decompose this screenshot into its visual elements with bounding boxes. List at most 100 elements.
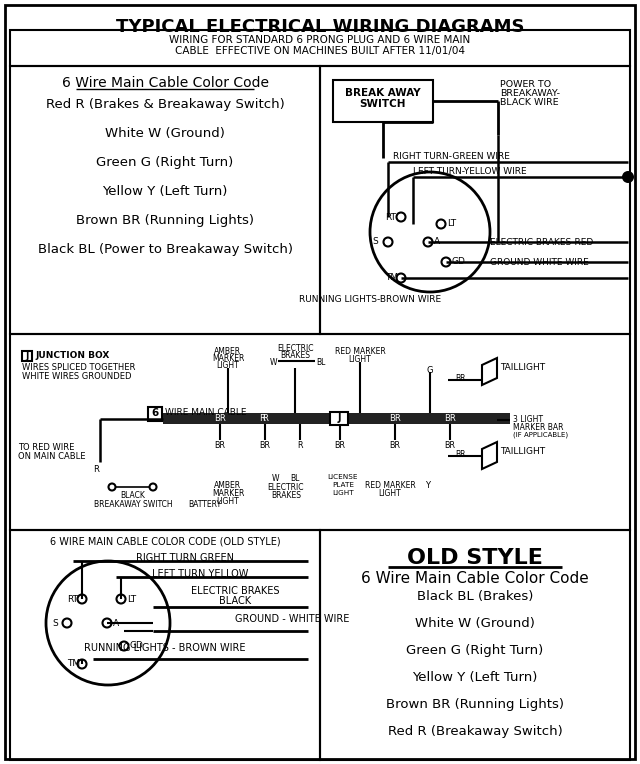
Text: BRAKES: BRAKES — [271, 491, 301, 500]
Text: ON MAIN CABLE: ON MAIN CABLE — [18, 452, 86, 461]
Text: RED MARKER: RED MARKER — [335, 347, 385, 356]
Bar — [148, 407, 162, 421]
Text: BREAKAWAY SWITCH: BREAKAWAY SWITCH — [93, 500, 172, 509]
Text: TAILLIGHT: TAILLIGHT — [500, 447, 545, 456]
Circle shape — [424, 238, 433, 247]
Text: BR: BR — [445, 441, 456, 450]
Text: GROUND - WHITE WIRE: GROUND - WHITE WIRE — [235, 614, 349, 624]
Text: RUNNING LIGHTS-BROWN WIRE: RUNNING LIGHTS-BROWN WIRE — [299, 295, 441, 304]
Text: RT: RT — [385, 212, 396, 222]
Text: Green G (Right Turn): Green G (Right Turn) — [97, 156, 234, 169]
Text: WHITE WIRES GROUNDED: WHITE WIRES GROUNDED — [22, 372, 131, 381]
Text: RIGHT TURN-GREEN WIRE: RIGHT TURN-GREEN WIRE — [393, 152, 510, 161]
Circle shape — [397, 274, 406, 283]
Text: TAILLIGHT: TAILLIGHT — [500, 363, 545, 372]
Circle shape — [63, 619, 72, 627]
Text: 6 WIRE MAIN CABLE COLOR CODE (OLD STYLE): 6 WIRE MAIN CABLE COLOR CODE (OLD STYLE) — [50, 536, 280, 546]
Text: BREAK AWAY: BREAK AWAY — [345, 88, 421, 98]
Text: LIGHT: LIGHT — [379, 489, 401, 498]
Text: ELECTRIC: ELECTRIC — [268, 483, 304, 492]
Text: RT: RT — [67, 594, 78, 604]
Text: W: W — [272, 474, 280, 483]
Text: R: R — [262, 414, 268, 423]
Text: WIRING FOR STANDARD 6 PRONG PLUG AND 6 WIRE MAIN: WIRING FOR STANDARD 6 PRONG PLUG AND 6 W… — [170, 35, 470, 45]
Text: G: G — [427, 366, 433, 375]
Text: R: R — [93, 465, 99, 474]
Text: LT: LT — [127, 594, 136, 604]
Text: LIGHT: LIGHT — [349, 355, 371, 364]
Text: R: R — [259, 414, 265, 423]
Text: BRAKES: BRAKES — [280, 351, 310, 360]
Bar — [10, 334, 630, 530]
Text: BATTERY: BATTERY — [188, 500, 221, 509]
Text: LEFT TURN-YELLOW WIRE: LEFT TURN-YELLOW WIRE — [413, 167, 527, 176]
Circle shape — [102, 619, 111, 627]
Text: Brown BR (Running Lights): Brown BR (Running Lights) — [76, 214, 254, 227]
Text: BR: BR — [456, 374, 467, 383]
Text: WIRE MAIN CABLE: WIRE MAIN CABLE — [165, 408, 246, 417]
Text: S: S — [372, 238, 378, 247]
Text: BR: BR — [214, 414, 226, 423]
Bar — [320, 66, 630, 334]
Text: LEFT TURN YELLOW: LEFT TURN YELLOW — [152, 569, 248, 579]
Circle shape — [77, 594, 86, 604]
Bar — [333, 80, 433, 122]
Text: RED MARKER: RED MARKER — [365, 481, 415, 490]
Text: GROUND-WHITE WIRE: GROUND-WHITE WIRE — [490, 258, 589, 267]
Text: J: J — [337, 413, 340, 423]
Text: LICENSE: LICENSE — [328, 474, 358, 480]
Circle shape — [436, 219, 445, 228]
Text: MARKER: MARKER — [212, 354, 244, 363]
Text: ELECTRIC BRAKES-RED: ELECTRIC BRAKES-RED — [490, 238, 593, 247]
Text: PLATE: PLATE — [332, 482, 354, 488]
Text: J: J — [26, 352, 29, 361]
Text: CABLE  EFFECTIVE ON MACHINES BUILT AFTER 11/01/04: CABLE EFFECTIVE ON MACHINES BUILT AFTER … — [175, 46, 465, 56]
Text: White W (Ground): White W (Ground) — [105, 127, 225, 140]
Text: S: S — [52, 619, 58, 627]
Text: A: A — [113, 619, 119, 627]
Bar — [330, 412, 348, 425]
Text: BREAKAWAY-: BREAKAWAY- — [500, 89, 560, 98]
Text: Brown BR (Running Lights): Brown BR (Running Lights) — [386, 698, 564, 711]
Text: RIGHT TURN GREEN: RIGHT TURN GREEN — [136, 553, 234, 563]
Text: TM: TM — [67, 659, 80, 668]
Circle shape — [397, 212, 406, 222]
Circle shape — [116, 594, 125, 604]
Text: 6: 6 — [152, 408, 159, 418]
Text: BR: BR — [444, 414, 456, 423]
Text: POWER TO: POWER TO — [500, 80, 551, 89]
Text: LIGHT: LIGHT — [216, 497, 239, 506]
Text: AMBER: AMBER — [214, 347, 241, 356]
Text: BLACK WIRE: BLACK WIRE — [500, 98, 559, 107]
Text: AMBER: AMBER — [214, 481, 241, 490]
Circle shape — [383, 238, 392, 247]
Text: LIGHT: LIGHT — [332, 490, 354, 496]
Bar — [10, 530, 320, 760]
Bar — [10, 30, 630, 66]
Text: MARKER: MARKER — [212, 489, 244, 498]
Text: Red R (Breakaway Switch): Red R (Breakaway Switch) — [388, 725, 563, 738]
Text: RUNNING LIGHTS - BROWN WIRE: RUNNING LIGHTS - BROWN WIRE — [84, 643, 246, 653]
Text: Y: Y — [426, 481, 431, 490]
Bar — [10, 66, 320, 334]
Text: 6 Wire Main Cable Color Code: 6 Wire Main Cable Color Code — [361, 571, 589, 586]
Text: Yellow Y (Left Turn): Yellow Y (Left Turn) — [102, 185, 228, 198]
Text: ELECTRIC: ELECTRIC — [276, 344, 313, 353]
Text: Green G (Right Turn): Green G (Right Turn) — [406, 644, 543, 657]
Text: SWITCH: SWITCH — [360, 99, 406, 109]
Text: JUNCTION BOX: JUNCTION BOX — [35, 351, 109, 360]
Text: LT: LT — [447, 219, 456, 228]
Text: LIGHT: LIGHT — [216, 361, 239, 370]
Circle shape — [77, 659, 86, 668]
Text: GD: GD — [452, 257, 466, 267]
Text: R: R — [297, 441, 303, 450]
Bar — [320, 530, 630, 760]
Text: White W (Ground): White W (Ground) — [415, 617, 535, 630]
Text: W: W — [269, 358, 276, 367]
Text: TYPICAL ELECTRICAL WIRING DIAGRAMS: TYPICAL ELECTRICAL WIRING DIAGRAMS — [116, 18, 524, 36]
Text: TM: TM — [385, 274, 398, 283]
Bar — [163, 413, 510, 424]
Text: WIRES SPLICED TOGETHER: WIRES SPLICED TOGETHER — [22, 363, 136, 372]
Text: 6 Wire Main Cable Color Code: 6 Wire Main Cable Color Code — [61, 76, 269, 90]
Text: BR: BR — [456, 450, 467, 459]
